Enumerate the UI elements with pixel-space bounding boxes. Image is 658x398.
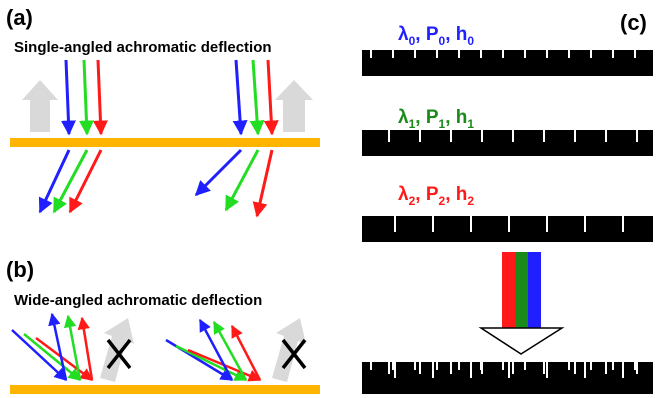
- panel-c: (c) λ0, P0, h0 λ1, P1, h1 λ2, P2, h2: [362, 10, 653, 394]
- transmitted-ray-blue: [38, 149, 71, 214]
- diffracted-ray-green: [212, 320, 248, 381]
- substrate-bar: [10, 385, 320, 394]
- grating-bar-0: [362, 50, 653, 76]
- transmitted-ray-blue: [194, 148, 243, 197]
- panel-a-caption: Single-angled achromatic deflection: [14, 39, 272, 56]
- diffracted-ray-red: [230, 324, 262, 381]
- x-mark-icon: [106, 338, 132, 370]
- incident-ray-green: [78, 59, 94, 136]
- incident-ray-red: [35, 337, 93, 381]
- grating-0-label: λ0, P0, h0: [398, 24, 474, 48]
- panel-b-caption: Wide-angled achromatic deflection: [14, 292, 262, 309]
- incident-ray-blue: [232, 59, 248, 136]
- substrate-bar: [10, 138, 320, 147]
- grating-bar-combined: [362, 362, 653, 394]
- grating-1-label: λ1, P1, h1: [398, 107, 474, 131]
- panel-b: (b) Wide-angled achromatic deflection: [6, 257, 320, 394]
- grating-bar-2: [362, 216, 653, 242]
- incident-ray-green: [249, 59, 265, 136]
- incident-ray-green: [175, 344, 248, 382]
- transmitted-ray-green: [224, 149, 260, 212]
- incident-ray-red: [92, 59, 108, 136]
- incident-ray-blue: [60, 59, 76, 136]
- panel-c-label: (c): [620, 10, 647, 35]
- incident-ray-green: [23, 333, 81, 381]
- diffracted-ray-green: [63, 314, 82, 381]
- transmitted-ray-red: [68, 149, 103, 214]
- diffracted-ray-blue: [198, 318, 234, 381]
- up-arrow-icon: [22, 80, 58, 132]
- grating-ticks: [370, 50, 638, 378]
- panel-a: (a) Single-angled achromatic deflection: [6, 5, 320, 218]
- panel-a-label: (a): [6, 5, 33, 30]
- diffracted-ray-red: [77, 316, 94, 381]
- down-arrow-icon: [478, 252, 565, 355]
- grating-bar-1: [362, 130, 653, 156]
- up-arrow-icon: [275, 80, 313, 132]
- x-mark-icon: [281, 338, 307, 370]
- incident-ray-red: [263, 59, 279, 136]
- incident-ray-blue: [11, 329, 67, 381]
- transmitted-ray-red: [252, 149, 274, 218]
- grating-2-label: λ2, P2, h2: [398, 184, 474, 208]
- diffracted-ray-blue: [48, 312, 68, 381]
- transmitted-ray-green: [52, 149, 89, 214]
- panel-b-label: (b): [6, 257, 34, 282]
